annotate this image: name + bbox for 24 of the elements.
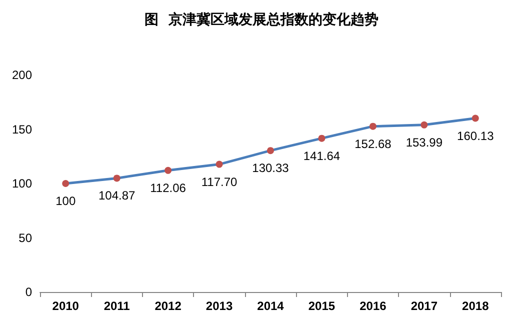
y-tick-label: 150 <box>12 122 32 136</box>
x-tick-label: 2012 <box>154 299 182 313</box>
y-tick-label: 100 <box>12 176 32 190</box>
chart-title: 图 京津冀区域发展总指数的变化趋势 <box>144 11 378 28</box>
y-tick-label: 0 <box>25 285 32 299</box>
data-label: 112.06 <box>150 180 186 195</box>
data-label: 152.68 <box>354 136 392 151</box>
x-tick-label: 2010 <box>52 299 80 313</box>
data-label: 100 <box>56 194 76 208</box>
x-tick-label: 2017 <box>410 299 438 313</box>
data-label: 130.33 <box>252 161 290 176</box>
x-tick-label: 2015 <box>308 299 336 313</box>
x-tick-label: 2018 <box>462 299 490 313</box>
x-tick-label: 2011 <box>104 299 130 313</box>
x-tick-label: 2014 <box>257 299 284 313</box>
data-label: 104.87 <box>98 188 136 203</box>
y-tick-label: 200 <box>12 68 32 82</box>
x-tick-label: 2016 <box>360 299 387 313</box>
data-label: 141.64 <box>303 148 340 163</box>
data-label: 153.99 <box>406 135 443 150</box>
data-label: 117.70 <box>201 174 238 189</box>
y-tick-label: 50 <box>18 230 32 245</box>
data-label: 160.13 <box>457 128 494 143</box>
x-tick-label: 2013 <box>206 299 233 313</box>
